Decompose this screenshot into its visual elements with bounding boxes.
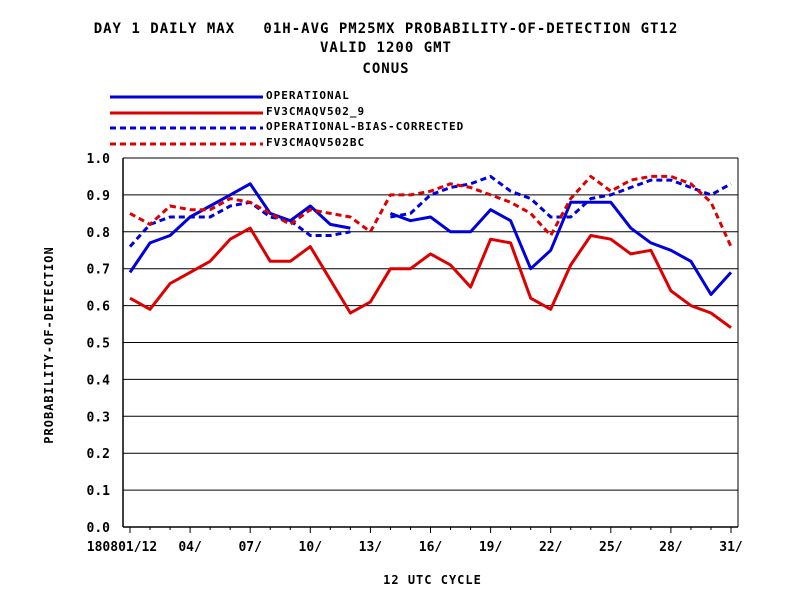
y-tick-label: 0.7 bbox=[87, 263, 110, 278]
y-axis-label: PROBABILITY-OF-DETECTION bbox=[42, 246, 56, 444]
legend-swatch bbox=[110, 126, 263, 130]
x-tick-label: 13/ bbox=[359, 540, 383, 555]
legend-label: OPERATIONAL-BIAS-CORRECTED bbox=[266, 120, 465, 133]
legend-swatch bbox=[110, 142, 263, 145]
x-tick-label: 16/ bbox=[419, 540, 443, 555]
x-tick-label: 19/ bbox=[479, 540, 503, 555]
legend-swatch bbox=[110, 95, 263, 99]
x-tick-label: 28/ bbox=[659, 540, 683, 555]
y-tick-label: 0.1 bbox=[87, 484, 111, 499]
x-tick-label: 10/ bbox=[299, 540, 323, 555]
y-tick-label: 1.0 bbox=[87, 152, 111, 167]
chart-title-line-2: VALID 1200 GMT bbox=[319, 40, 452, 56]
y-tick-label: 0.0 bbox=[87, 521, 111, 536]
x-tick-label: 22/ bbox=[539, 540, 563, 555]
x-tick-label: 04/ bbox=[178, 540, 202, 555]
chart-title-line-3: CONUS bbox=[362, 61, 410, 77]
series-line-3 bbox=[129, 174, 733, 248]
x-tick-label: 180801/12 bbox=[87, 540, 157, 555]
y-tick-label: 0.2 bbox=[87, 447, 110, 462]
y-tick-label: 0.9 bbox=[87, 189, 110, 204]
chart-title-line-1: DAY 1 DAILY MAX 01H-AVG PM25MX PROBABILI… bbox=[93, 21, 679, 37]
x-tick-label: 25/ bbox=[599, 540, 623, 555]
y-tick-label: 0.4 bbox=[87, 373, 111, 388]
y-tick-label: 0.8 bbox=[87, 226, 111, 241]
series-line-0 bbox=[128, 182, 733, 296]
x-tick-label: 07/ bbox=[238, 540, 262, 555]
series-line-1 bbox=[129, 226, 732, 329]
x-axis-label: 12 UTC CYCLE bbox=[383, 573, 482, 587]
x-tick-label: 31/ bbox=[719, 540, 743, 555]
legend-label: OPERATIONAL bbox=[266, 89, 350, 102]
y-tick-label: 0.6 bbox=[87, 300, 111, 315]
legend-label: FV3CMAQV502_9 bbox=[266, 104, 366, 118]
legend-label: FV3CMAQV502BC bbox=[266, 135, 366, 149]
legend-swatch bbox=[110, 111, 263, 114]
y-tick-label: 0.3 bbox=[87, 410, 110, 425]
y-tick-label: 0.5 bbox=[87, 337, 110, 352]
